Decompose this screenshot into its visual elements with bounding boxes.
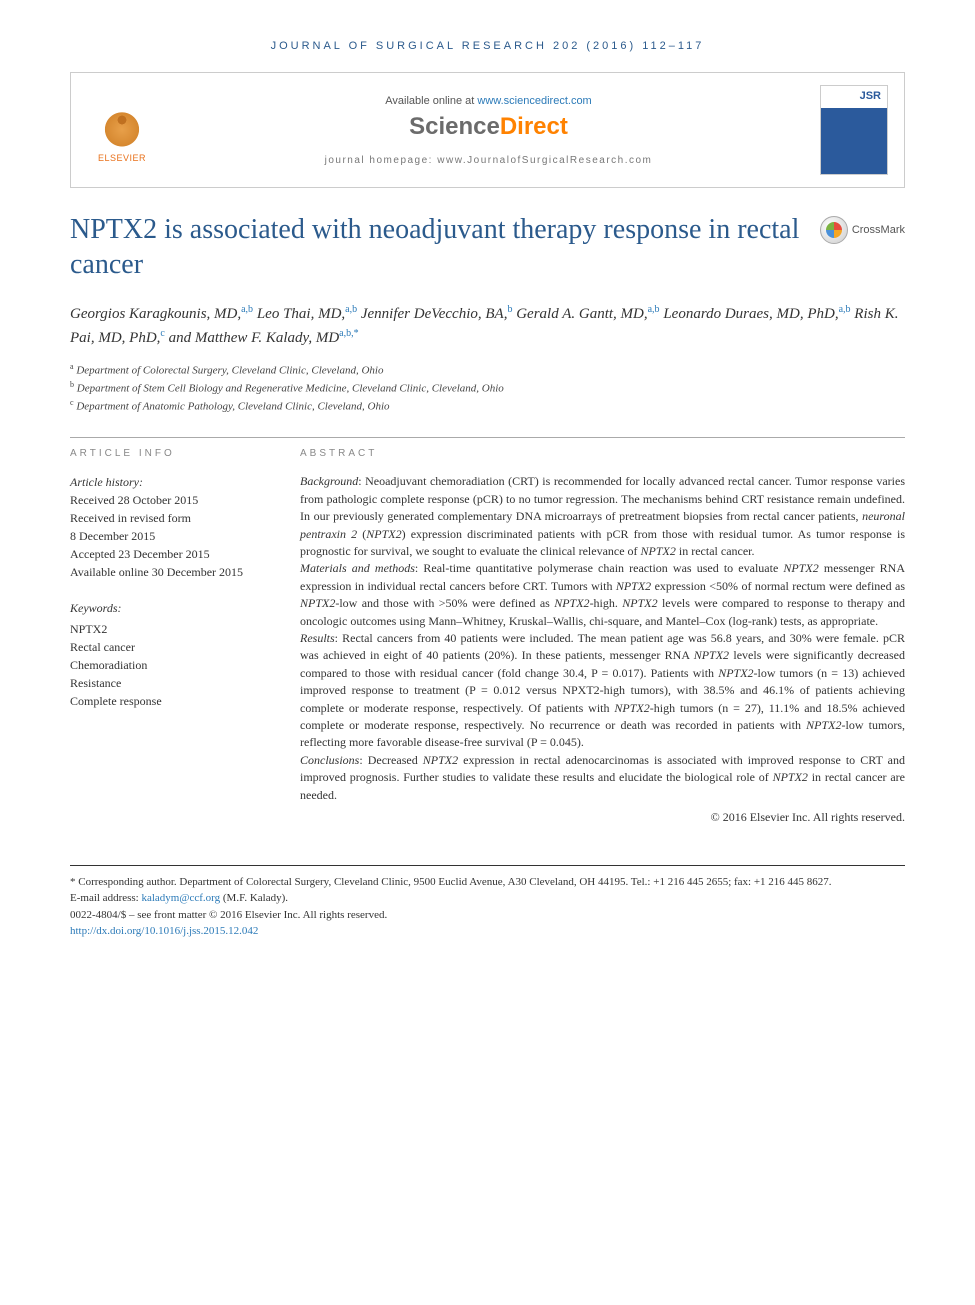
keyword: Rectal cancer bbox=[70, 638, 270, 656]
affiliation-line: b Department of Stem Cell Biology and Re… bbox=[70, 379, 905, 397]
article-history: Article history: Received 28 October 201… bbox=[70, 473, 270, 581]
article-title: NPTX2 is associated with neoadjuvant the… bbox=[70, 212, 800, 282]
email-line: E-mail address: kaladym@ccf.org (M.F. Ka… bbox=[70, 890, 905, 907]
authors: Georgios Karagkounis, MD,a,b Leo Thai, M… bbox=[70, 302, 905, 349]
keyword: Complete response bbox=[70, 692, 270, 710]
history-line: Received in revised form bbox=[70, 509, 270, 527]
affiliation-line: c Department of Anatomic Pathology, Clev… bbox=[70, 397, 905, 415]
issn-line: 0022-4804/$ – see front matter © 2016 El… bbox=[70, 907, 905, 924]
article-info-head: ARTICLE INFO bbox=[70, 448, 270, 459]
two-column-body: ARTICLE INFO Article history: Received 2… bbox=[70, 437, 905, 824]
title-row: NPTX2 is associated with neoadjuvant the… bbox=[70, 212, 905, 282]
sd-science: Science bbox=[409, 113, 500, 140]
homepage-prefix: journal homepage: bbox=[325, 155, 438, 166]
affiliations: a Department of Colorectal Surgery, Clev… bbox=[70, 361, 905, 415]
available-online: Available online at www.sciencedirect.co… bbox=[157, 95, 820, 107]
running-head: JOURNAL OF SURGICAL RESEARCH 202 (2016) … bbox=[70, 40, 905, 52]
header-center: Available online at www.sciencedirect.co… bbox=[157, 95, 820, 166]
email-label: E-mail address: bbox=[70, 892, 141, 904]
crossmark-label: CrossMark bbox=[852, 224, 905, 236]
sciencedirect-logo: ScienceDirect bbox=[157, 113, 820, 141]
crossmark-widget[interactable]: CrossMark bbox=[820, 216, 905, 244]
available-prefix: Available online at bbox=[385, 95, 477, 107]
history-label: Article history: bbox=[70, 473, 270, 491]
publisher-header: ELSEVIER Available online at www.science… bbox=[70, 72, 905, 188]
history-line: Received 28 October 2015 bbox=[70, 491, 270, 509]
doi-link[interactable]: http://dx.doi.org/10.1016/j.jss.2015.12.… bbox=[70, 925, 258, 937]
sciencedirect-link[interactable]: www.sciencedirect.com bbox=[477, 95, 591, 107]
elsevier-text: ELSEVIER bbox=[98, 153, 146, 163]
keyword: Resistance bbox=[70, 674, 270, 692]
abstract-section: Materials and methods: Real-time quantit… bbox=[300, 560, 905, 630]
abstract-head: ABSTRACT bbox=[300, 448, 905, 459]
abstract-section: Background: Neoadjuvant chemoradiation (… bbox=[300, 473, 905, 560]
crossmark-icon bbox=[820, 216, 848, 244]
keyword: Chemoradiation bbox=[70, 656, 270, 674]
history-line: Available online 30 December 2015 bbox=[70, 563, 270, 581]
corresponding-author: * Corresponding author. Department of Co… bbox=[70, 874, 905, 891]
abstract-copyright: © 2016 Elsevier Inc. All rights reserved… bbox=[300, 810, 905, 825]
email-suffix: (M.F. Kalady). bbox=[220, 892, 288, 904]
journal-cover-thumbnail bbox=[820, 85, 888, 175]
abstract-body: Background: Neoadjuvant chemoradiation (… bbox=[300, 473, 905, 803]
page-footer: * Corresponding author. Department of Co… bbox=[70, 865, 905, 940]
homepage-url: www.JournalofSurgicalResearch.com bbox=[437, 155, 652, 166]
keywords-label: Keywords: bbox=[70, 599, 270, 617]
elsevier-tree-icon bbox=[95, 97, 149, 151]
keyword: NPTX2 bbox=[70, 620, 270, 638]
abstract-section: Results: Rectal cancers from 40 patients… bbox=[300, 630, 905, 752]
history-line: 8 December 2015 bbox=[70, 527, 270, 545]
elsevier-logo: ELSEVIER bbox=[87, 90, 157, 170]
keywords-block: Keywords: NPTX2Rectal cancerChemoradiati… bbox=[70, 599, 270, 710]
journal-homepage: journal homepage: www.JournalofSurgicalR… bbox=[157, 155, 820, 166]
article-info-column: ARTICLE INFO Article history: Received 2… bbox=[70, 442, 270, 824]
email-link[interactable]: kaladym@ccf.org bbox=[141, 892, 220, 904]
affiliation-line: a Department of Colorectal Surgery, Clev… bbox=[70, 361, 905, 379]
abstract-column: ABSTRACT Background: Neoadjuvant chemora… bbox=[300, 442, 905, 824]
sd-direct: Direct bbox=[500, 113, 568, 140]
abstract-section: Conclusions: Decreased NPTX2 expression … bbox=[300, 752, 905, 804]
history-line: Accepted 23 December 2015 bbox=[70, 545, 270, 563]
